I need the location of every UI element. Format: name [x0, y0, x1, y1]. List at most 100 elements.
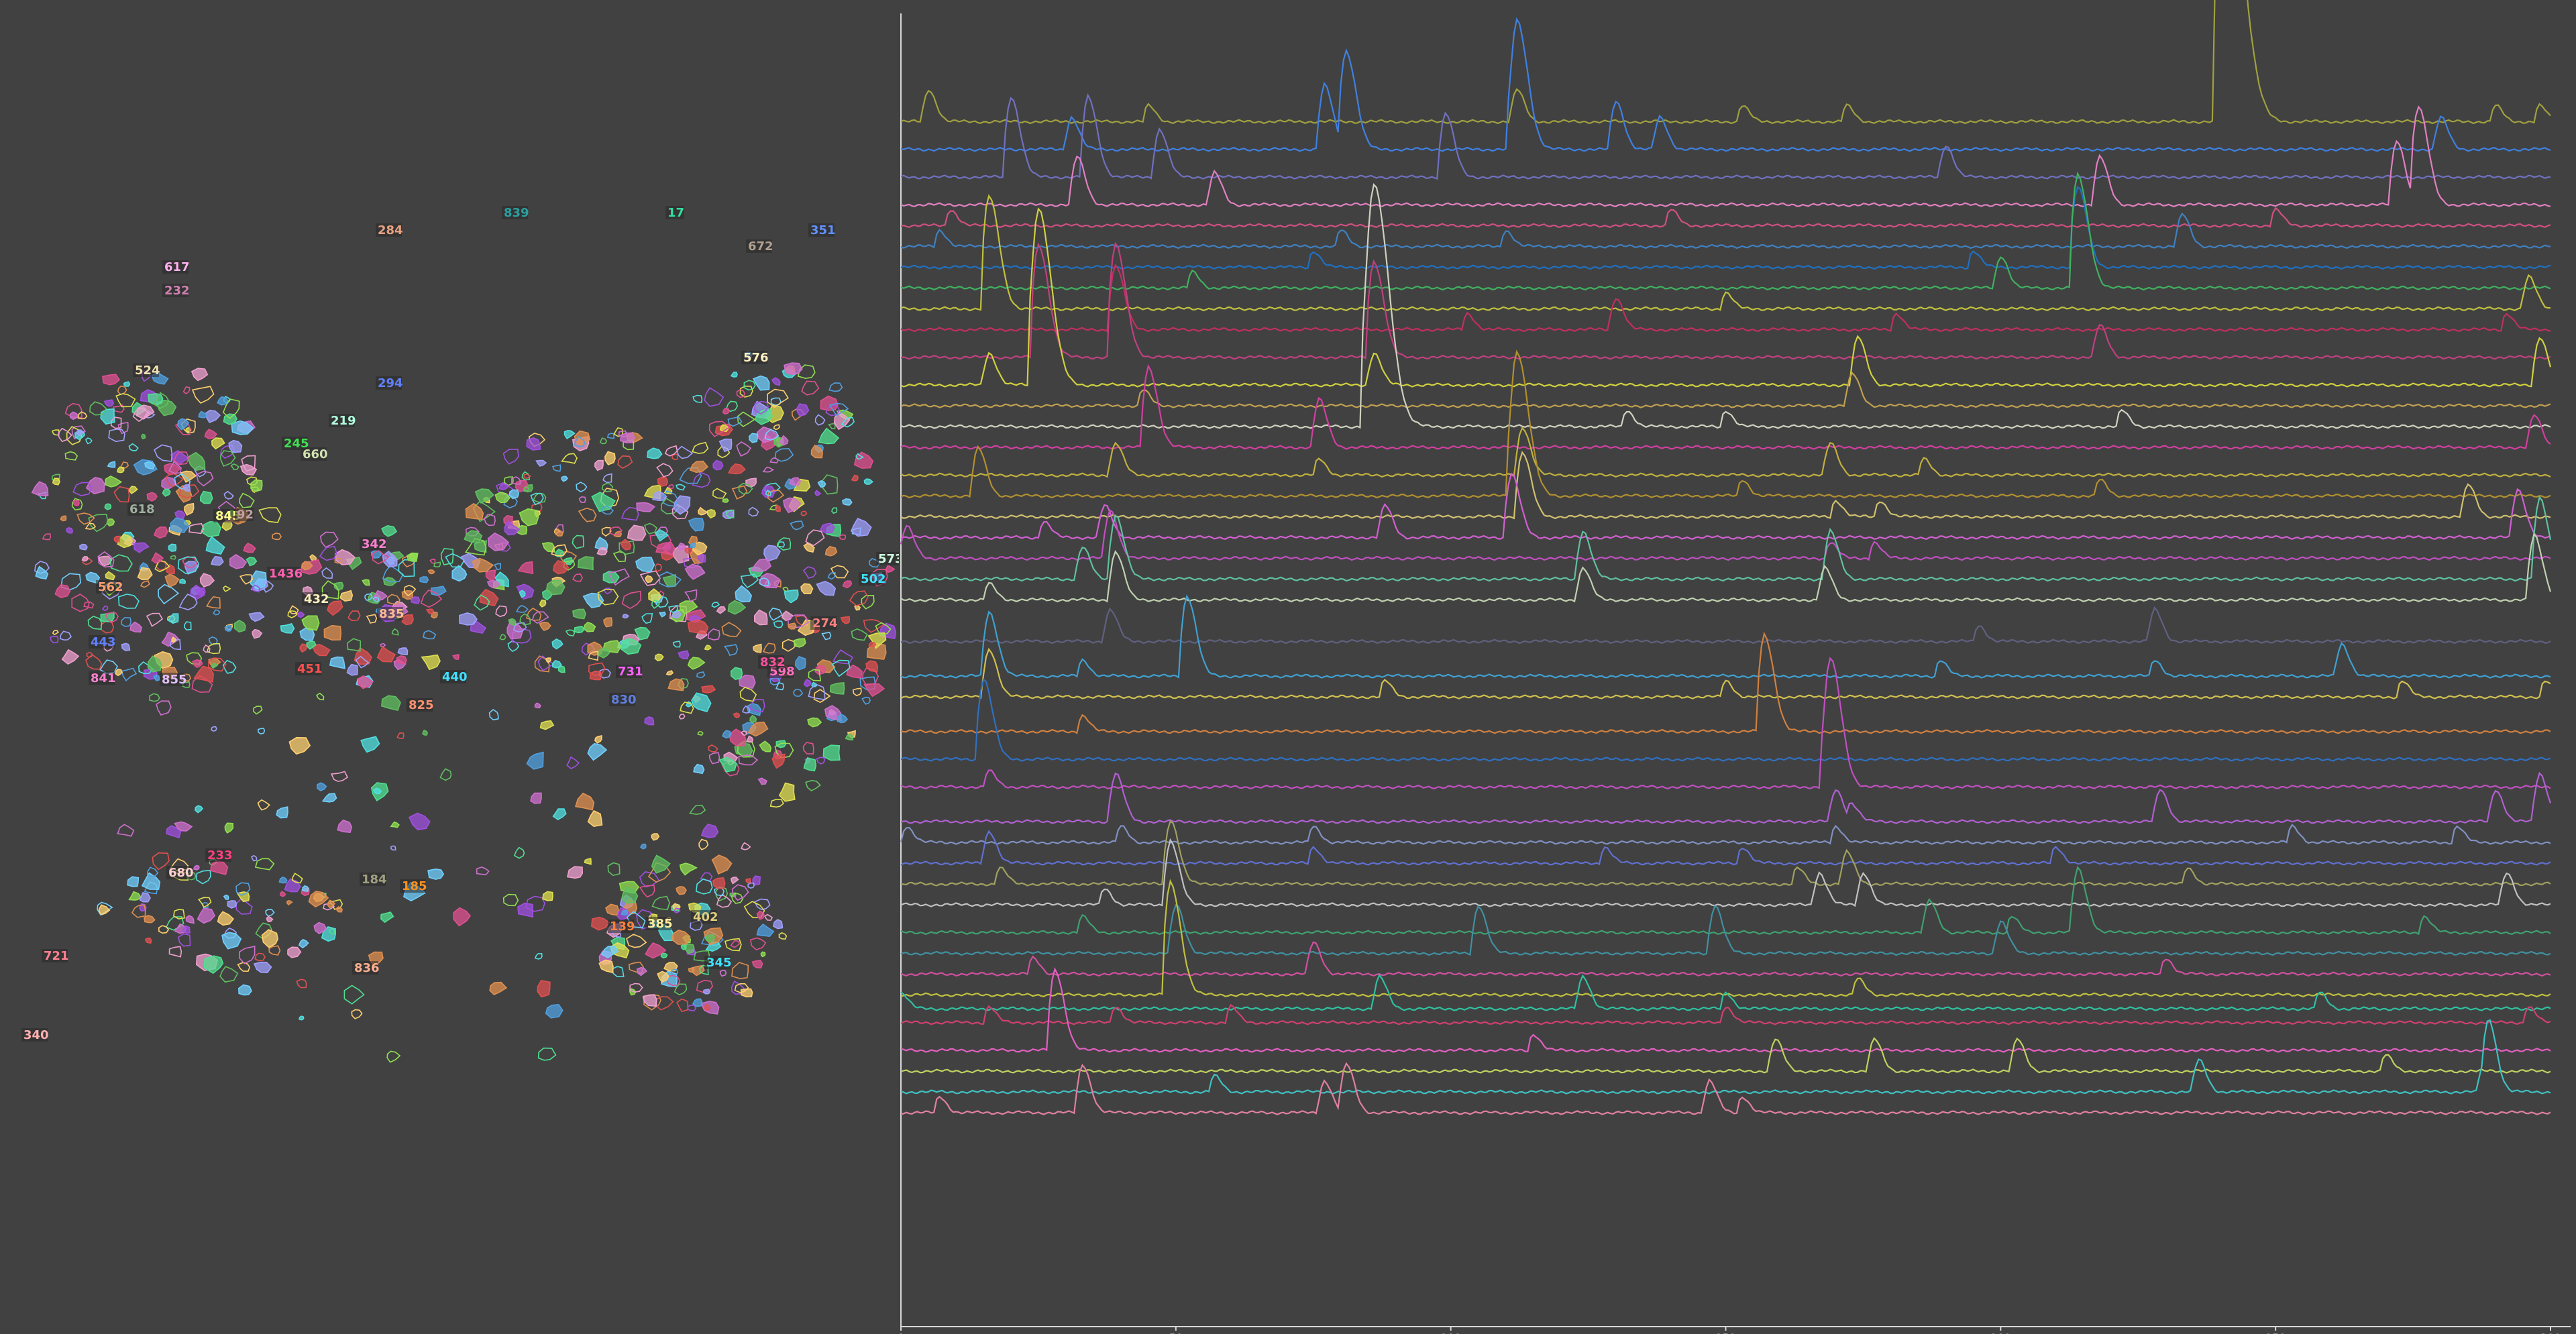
cell-contour	[151, 552, 164, 564]
cell-contour	[868, 557, 881, 568]
cell-contour	[619, 432, 635, 444]
cell-contour	[149, 693, 160, 702]
cell-contour	[168, 543, 177, 552]
cell-contour	[845, 733, 854, 740]
cell-label-bg	[329, 414, 355, 427]
cell-id-label: 274	[812, 616, 838, 630]
cell-contour	[64, 451, 78, 461]
cell-contour	[692, 441, 709, 454]
cell-contour	[731, 884, 749, 901]
cell-contour	[601, 483, 614, 492]
cell-label-bg	[267, 567, 301, 580]
cell-contour	[539, 720, 555, 730]
cell-contour	[121, 667, 138, 682]
cell-contour	[551, 638, 564, 650]
x-tick-label: 50	[1169, 1331, 1183, 1334]
trace-plot-panel[interactable]: 0 50 100 150 200 250 300	[899, 0, 2576, 1334]
cell-contour	[600, 505, 614, 515]
cell-contour	[223, 585, 231, 592]
cell-contour	[227, 900, 237, 909]
cell-contour	[148, 393, 164, 406]
cell-contour	[337, 819, 353, 833]
cell-contour	[598, 959, 614, 974]
cell-contour	[117, 824, 135, 837]
cell-contour	[301, 561, 313, 571]
cell-contour	[622, 614, 630, 619]
cell-contour	[564, 430, 576, 439]
trace-line-25	[900, 631, 2551, 734]
cell-contour	[117, 466, 125, 474]
cell-contour	[485, 569, 496, 581]
trace-line-7	[900, 171, 2551, 291]
cell-contour	[678, 650, 690, 660]
cell-contour	[551, 544, 568, 557]
cell-label-bg	[89, 635, 115, 649]
cell-contour	[161, 631, 180, 647]
cell-contour	[743, 380, 756, 391]
cell-contour	[708, 744, 718, 753]
trace-line-23	[900, 594, 2551, 679]
cell-contour	[639, 570, 661, 586]
cell-contour	[552, 808, 567, 821]
cell-contour	[330, 771, 349, 782]
cell-contour	[678, 714, 686, 720]
cell-contour	[722, 408, 731, 415]
cell-contour	[746, 702, 761, 716]
cell-contour	[818, 427, 840, 445]
cell-contour	[705, 934, 715, 943]
cell-contour	[676, 445, 694, 459]
cell-contour	[386, 1050, 401, 1063]
cell-contour	[502, 448, 519, 465]
cell-contour	[668, 604, 678, 613]
cell-contour	[366, 614, 378, 624]
cell-label-bg	[876, 552, 899, 565]
cell-contour	[679, 863, 698, 876]
cell-segmentation-view[interactable]: 284 839 17 672 351 617 232 524 576 294 219 245 660 61…	[0, 0, 899, 1334]
cell-contour	[850, 517, 872, 537]
cell-contour	[727, 600, 747, 615]
cell-contour	[179, 578, 186, 584]
cell-contour	[287, 946, 302, 958]
cell-contour	[775, 740, 787, 748]
cell-id-label: 451	[297, 662, 323, 676]
cell-contour	[861, 594, 875, 610]
cell-contour	[542, 891, 553, 901]
cell-label-bg	[665, 206, 684, 219]
cell-contour	[778, 782, 796, 802]
cell-label-bg	[282, 437, 308, 450]
cell-id-label: 562	[98, 580, 123, 594]
cell-contour	[698, 838, 709, 850]
cell-contour	[221, 932, 242, 950]
cell-contour	[565, 629, 576, 636]
cell-contour	[801, 380, 820, 396]
cell-contour	[166, 825, 182, 839]
cell-contour	[173, 909, 185, 920]
cell-contour	[319, 546, 337, 561]
trace-line-36	[900, 879, 2551, 998]
cell-contour	[740, 573, 759, 589]
cell-contour	[603, 588, 612, 595]
cell-contour	[115, 393, 136, 408]
cell-contour	[183, 621, 192, 631]
cell-contour	[129, 621, 142, 633]
cell-id-label: 139	[610, 920, 635, 934]
cell-contour	[816, 757, 825, 765]
cell-contour	[771, 377, 781, 386]
cell-contour	[140, 580, 150, 588]
trace-line-39	[900, 967, 2551, 1053]
cell-contour	[730, 940, 741, 948]
cell-contour	[154, 559, 170, 573]
cell-contour	[503, 476, 514, 486]
cell-contour	[484, 513, 496, 526]
cell-contour	[347, 610, 361, 622]
cell-contour	[671, 610, 682, 619]
cell-contour	[684, 547, 693, 554]
cell-contour	[113, 535, 121, 543]
trace-line-2	[900, 93, 2551, 180]
cell-contour	[599, 437, 608, 445]
cell-contour	[807, 717, 822, 728]
cell-contour	[343, 985, 365, 1005]
cell-contour	[692, 394, 703, 403]
cell-contour	[841, 498, 853, 506]
